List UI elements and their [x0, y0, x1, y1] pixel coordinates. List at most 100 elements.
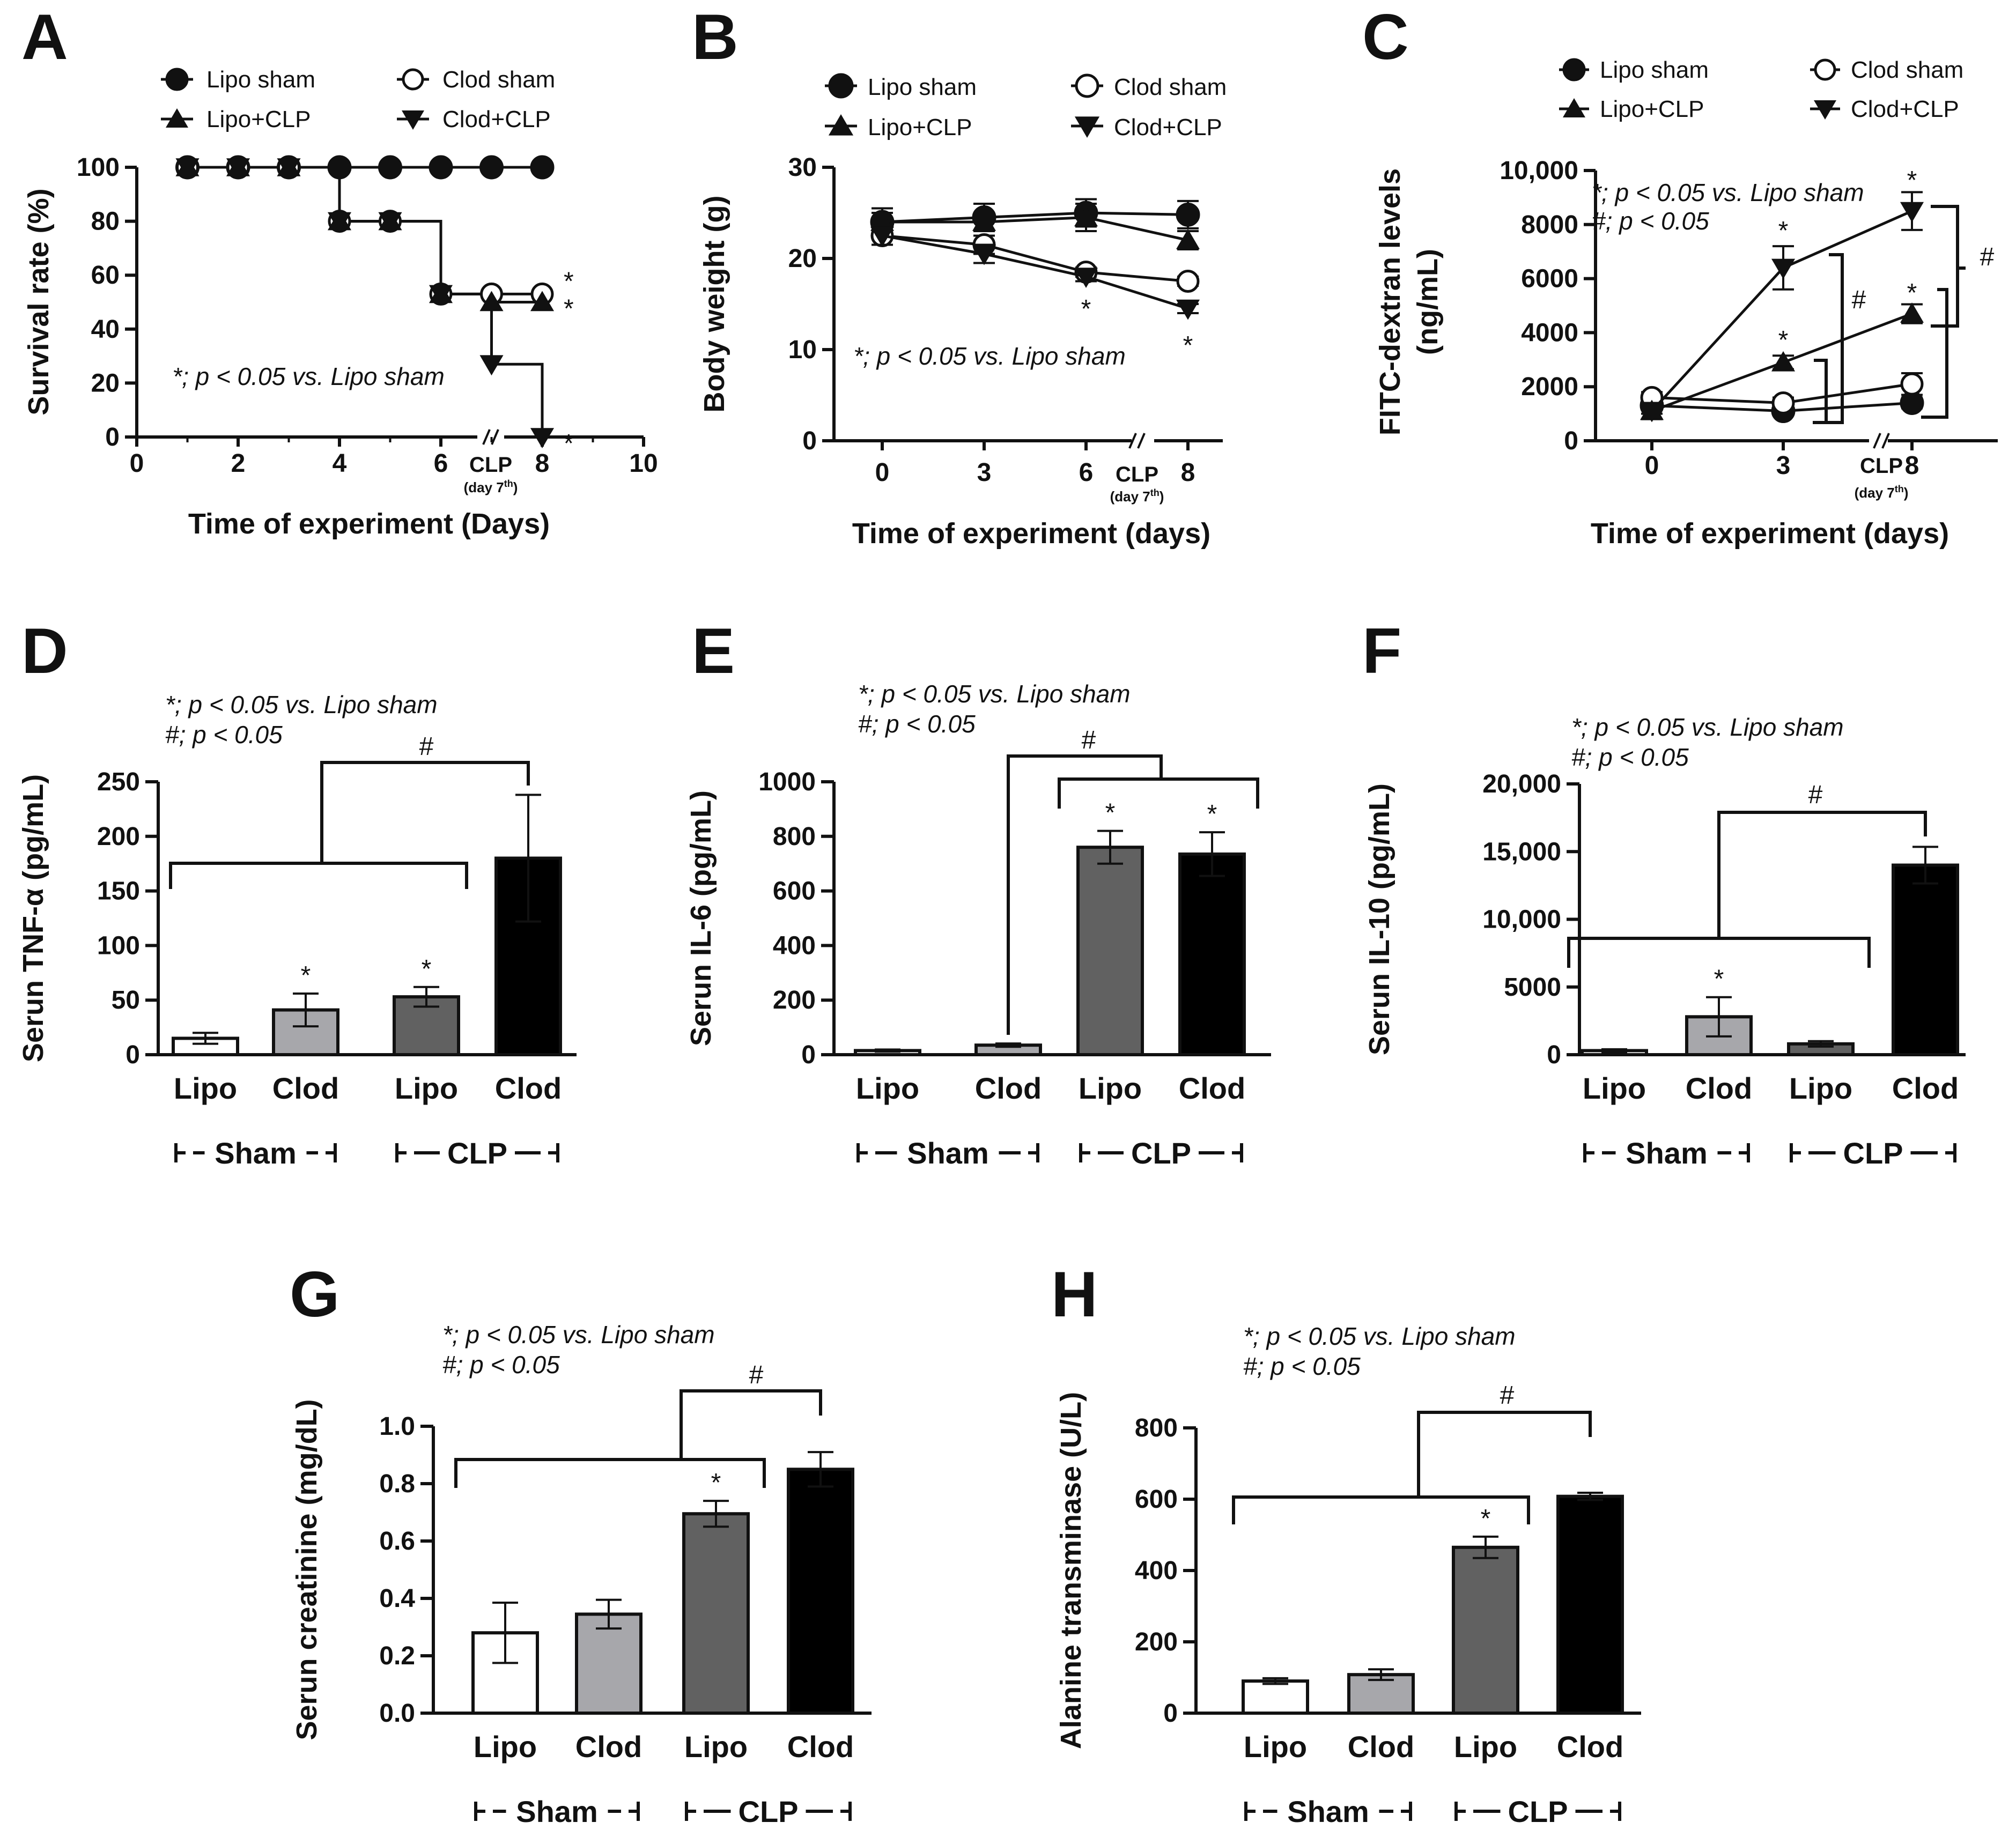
x-tick-label: 3	[977, 458, 992, 487]
x-tick-label: 6	[434, 449, 448, 478]
y-axis-title: FITC-dextran levels	[1374, 168, 1406, 435]
panel-letter-d: D	[21, 615, 68, 687]
y-axis-title: Survival rate (%)	[23, 188, 55, 415]
y-tick-label: 0	[802, 427, 817, 455]
bracket-day8	[1931, 205, 1959, 328]
y-axis-title: Serun IL-10 (pg/mL)	[1363, 783, 1395, 1055]
bar-clod	[575, 1612, 643, 1715]
panel-letter-h: H	[1051, 1258, 1098, 1330]
y-tick-label: 6000	[1521, 265, 1578, 293]
x-category-label: Lipo	[395, 1071, 458, 1105]
legend-marker	[1075, 73, 1099, 98]
series-line-2	[882, 216, 1188, 242]
data-point	[1176, 202, 1200, 227]
significance-note: *; p < 0.05 vs. Lipo sham	[172, 362, 445, 390]
group-label-clp: CLP	[1508, 1795, 1568, 1828]
axis-break-mark	[1128, 433, 1137, 449]
y-tick-label: 800	[1135, 1414, 1178, 1442]
bracket-top	[680, 1389, 822, 1460]
y-tick-label: 150	[97, 877, 140, 906]
legend-label: Clod sham	[442, 66, 555, 93]
y-tick-label: 100	[77, 153, 120, 182]
significance-note: *; p < 0.05 vs. Lipo sham	[1571, 713, 1844, 741]
bracket-left	[454, 1458, 766, 1488]
bracket-top	[1007, 754, 1163, 1035]
y-axis-title: Alanine transminase (U/L)	[1055, 1392, 1087, 1749]
y-tick-label: 20,000	[1482, 770, 1561, 798]
group-label-sham: Sham	[907, 1136, 989, 1170]
bar-lipo	[1452, 1545, 1519, 1715]
data-point	[1074, 268, 1098, 288]
x-tick-label: 8	[1905, 451, 1919, 480]
bar-lipo	[682, 1512, 750, 1715]
data-point	[530, 428, 555, 448]
y-tick-label: 400	[1135, 1557, 1178, 1585]
significance-star: *	[1778, 217, 1789, 245]
significance-note-hash: #; p < 0.05	[1592, 207, 1709, 235]
bar-clod	[1556, 1494, 1624, 1715]
axis-break-mark	[491, 429, 499, 445]
group-label-clp: CLP	[1131, 1136, 1191, 1170]
group-label-sham: Sham	[516, 1795, 598, 1828]
survival-curve-1	[187, 166, 542, 295]
y-tick-label: 8000	[1521, 211, 1578, 239]
y-tick-label: 10,000	[1482, 906, 1561, 934]
significance-note-hash: #; p < 0.05	[1571, 743, 1689, 771]
significance-note-hash: #; p < 0.05	[858, 710, 976, 738]
x-category-label: Lipo	[1789, 1071, 1852, 1105]
y-tick-label: 200	[97, 823, 140, 851]
legend-label: Clod sham	[1851, 57, 1963, 83]
y-tick-label: 80	[91, 208, 120, 236]
group-label-clp: CLP	[447, 1136, 507, 1170]
axis-break-mark	[1137, 433, 1146, 449]
data-point	[1640, 402, 1664, 423]
significance-note: *; p < 0.05 vs. Lipo sham	[1592, 179, 1864, 206]
panel-d-bar-chart: 0 50 100 150 200 250 Serun TNF-α (pg/mL) *; p <…	[17, 691, 577, 1170]
y-tick-label: 50	[112, 986, 140, 1014]
y-tick-label: 800	[773, 823, 816, 851]
significance-note-hash: #; p < 0.05	[1243, 1352, 1361, 1380]
x-axis-title: Time of experiment (days)	[1591, 517, 1949, 550]
legend-label: Lipo+CLP	[868, 114, 972, 140]
clp-label: CLP	[1860, 454, 1903, 478]
panel-letter-g: G	[290, 1258, 339, 1330]
y-tick-label: 0.6	[379, 1527, 415, 1555]
y-tick-label: 600	[1135, 1485, 1178, 1514]
significance-note: *; p < 0.05 vs. Lipo sham	[853, 342, 1126, 370]
hash-mark: #	[1500, 1381, 1515, 1410]
x-tick-label: 0	[1645, 451, 1659, 480]
y-tick-label: 600	[773, 877, 816, 906]
bar-clod	[1178, 852, 1246, 1056]
panel-letter-b: B	[692, 1, 739, 73]
y-tick-label: 2000	[1521, 373, 1578, 401]
y-tick-label: 0	[125, 1041, 140, 1069]
panel-g-bar-chart: 0.0 0.2 0.4 0.6 0.8 1.0 Serun creatinine (mg/d…	[291, 1321, 872, 1828]
bracket-top	[320, 761, 530, 863]
significance-star: *	[1081, 295, 1091, 323]
x-tick-label: 8	[535, 449, 550, 478]
x-tick-label: 10	[629, 449, 658, 478]
panel-letter-f: F	[1362, 615, 1401, 687]
significance-note-hash: #; p < 0.05	[442, 1351, 560, 1379]
axis-break-mark	[1873, 433, 1881, 449]
data-point	[1176, 299, 1200, 320]
bar-lipo	[1242, 1679, 1309, 1715]
significance-note: *; p < 0.05 vs. Lipo sham	[442, 1321, 715, 1349]
y-tick-label: 10	[788, 336, 817, 364]
panel-a-survival-chart: 0 20 40 60 80 100 0 2 4 6 8 10 CLP(day 7th) Survival …	[23, 66, 658, 540]
legend-marker	[1074, 116, 1100, 138]
x-category-label: Lipo	[474, 1730, 537, 1764]
hash-mark: #	[1808, 781, 1823, 809]
data-point	[479, 155, 504, 180]
significance-note: *; p < 0.05 vs. Lipo sham	[1243, 1322, 1516, 1350]
legend: Lipo sham Clod sham Lipo+CLP Clod+CLP	[1559, 57, 1963, 122]
y-axis-title: Serun IL-6 (pg/mL)	[685, 790, 717, 1046]
y-tick-label: 0.4	[379, 1584, 415, 1613]
y-tick-label: 400	[773, 931, 816, 960]
y-tick-label: 0.2	[379, 1642, 415, 1670]
legend-marker	[402, 110, 424, 130]
data-point	[327, 212, 352, 233]
hash-mark: #	[1852, 286, 1866, 314]
x-tick-label: 6	[1079, 458, 1094, 487]
